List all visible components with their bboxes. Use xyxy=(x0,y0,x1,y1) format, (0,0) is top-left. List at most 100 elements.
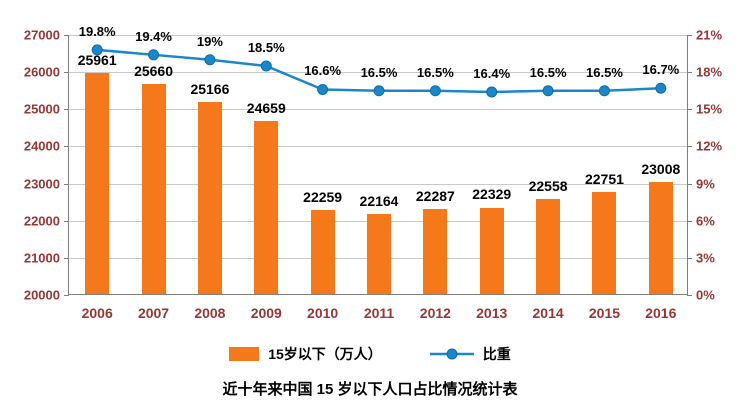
bar-2010 xyxy=(310,210,335,294)
bar-value-label-2006: 25961 xyxy=(77,51,117,68)
gridline xyxy=(69,109,687,111)
right-axis-tick-label: 9% xyxy=(696,176,715,192)
x-axis-label-2009: 2009 xyxy=(250,305,282,321)
line-point-label-2011: 16.5% xyxy=(360,64,398,80)
line-point-label-2016: 16.7% xyxy=(642,62,680,78)
bar-value-label-2007: 25660 xyxy=(134,62,173,79)
left-axis-tick xyxy=(64,146,69,148)
left-axis-tick xyxy=(64,257,69,259)
line-marker xyxy=(317,83,329,95)
line-point-label-2008: 19% xyxy=(196,33,223,49)
left-axis-tick-label: 20000 xyxy=(23,287,60,303)
line-point-label-2013: 16.4% xyxy=(473,65,511,81)
line-point-label-2006: 19.8% xyxy=(78,23,116,39)
line-marker xyxy=(486,86,498,98)
bar-value-label-2010: 22259 xyxy=(303,189,343,206)
gridline xyxy=(69,183,687,185)
left-axis-tick xyxy=(64,35,69,36)
line-point-label-2010: 16.6% xyxy=(304,63,342,79)
bar-value-label-2009: 24659 xyxy=(246,99,286,116)
line-series-label: 比重 xyxy=(482,346,511,362)
line-point-label-2015: 16.5% xyxy=(586,64,623,80)
x-axis-label-2016: 2016 xyxy=(645,305,677,321)
line-point-label-2009: 18.5% xyxy=(247,39,285,55)
plot-area: 20000 21000 22000 23000 24000 25000 26000 27000… xyxy=(24,24,722,321)
right-axis-tick xyxy=(687,146,692,148)
bar-value-label-2013: 22329 xyxy=(472,186,512,203)
bar-2015 xyxy=(592,191,617,294)
gridline xyxy=(69,72,687,74)
x-axis-label-2007: 2007 xyxy=(137,305,170,321)
line-marker xyxy=(260,60,272,72)
right-axis-tick xyxy=(687,35,692,36)
left-axis-tick-label: 22000 xyxy=(23,213,60,229)
bar-2008 xyxy=(197,102,222,294)
bar-value-label-2011: 22164 xyxy=(359,192,399,209)
right-axis-tick-label: 0% xyxy=(696,287,715,303)
right-axis-tick xyxy=(687,72,692,74)
right-axis-tick xyxy=(687,295,692,296)
x-axis-label-2014: 2014 xyxy=(532,305,564,321)
line-marker xyxy=(598,85,610,97)
left-axis-tick xyxy=(64,109,69,111)
line-series-swatch xyxy=(429,348,474,360)
left-axis-tick-label: 26000 xyxy=(23,64,60,80)
right-axis-tick xyxy=(687,257,692,259)
right-axis-tick-label: 3% xyxy=(696,250,715,266)
bar-value-label-2008: 25166 xyxy=(190,81,230,98)
x-axis-label-2006: 2006 xyxy=(81,305,113,321)
line-marker xyxy=(542,85,554,97)
bar-2016 xyxy=(648,182,673,294)
right-axis-tick-label: 21% xyxy=(696,27,723,43)
left-axis-tick-label: 23000 xyxy=(23,176,60,192)
line-point-label-2012: 16.5% xyxy=(416,64,454,80)
legend-item-bar: 15岁以下（万人） xyxy=(229,344,382,364)
bar-2014 xyxy=(536,199,561,294)
left-axis-tick xyxy=(64,220,69,222)
x-axis-label-2012: 2012 xyxy=(419,305,451,321)
bar-2006 xyxy=(85,72,110,294)
bar-2011 xyxy=(367,213,391,294)
left-axis-tick-label: 27000 xyxy=(23,27,60,43)
line-point-label-2007: 19.4% xyxy=(135,28,172,44)
left-axis-tick-label: 24000 xyxy=(23,138,60,154)
line-marker xyxy=(655,82,667,94)
line-marker xyxy=(373,85,385,97)
legend: 15岁以下（万人） 比重 xyxy=(0,344,740,364)
bar-value-label-2016: 23008 xyxy=(641,161,681,178)
line-point-label-2014: 16.5% xyxy=(529,64,567,80)
bar-value-label-2012: 22287 xyxy=(415,188,455,205)
bar-value-label-2015: 22751 xyxy=(584,170,624,187)
line-marker xyxy=(91,44,103,56)
left-axis-tick xyxy=(64,183,69,185)
x-axis-label-2011: 2011 xyxy=(363,305,395,321)
bar-series-label: 15岁以下（万人） xyxy=(268,346,382,362)
bar-value-label-2014: 22558 xyxy=(528,177,568,194)
bar-2013 xyxy=(479,207,504,294)
x-axis-label-2013: 2013 xyxy=(476,305,508,321)
gridline xyxy=(69,35,687,36)
bar-2009 xyxy=(254,120,279,294)
left-axis-tick-label: 25000 xyxy=(23,101,60,117)
bar-2012 xyxy=(423,209,448,294)
left-axis-tick-label: 21000 xyxy=(23,250,60,266)
legend-item-line: 比重 xyxy=(429,344,511,364)
right-axis-tick-label: 18% xyxy=(696,64,723,80)
line-series xyxy=(91,44,667,98)
right-axis-tick-label: 12% xyxy=(696,138,723,154)
right-axis-tick xyxy=(687,183,692,185)
right-axis-tick xyxy=(687,220,692,222)
x-axis-label-2015: 2015 xyxy=(588,305,621,321)
left-axis-tick xyxy=(64,72,69,74)
gridline xyxy=(69,146,687,148)
right-axis-tick-label: 6% xyxy=(696,213,715,229)
x-axis-label-2008: 2008 xyxy=(194,305,226,321)
bar-2007 xyxy=(141,83,166,294)
line-marker xyxy=(429,85,441,97)
left-axis-tick xyxy=(64,295,69,296)
line-marker xyxy=(204,54,216,66)
line-marker xyxy=(148,49,160,61)
x-axis-label-2010: 2010 xyxy=(307,305,339,321)
right-axis-tick xyxy=(687,109,692,111)
